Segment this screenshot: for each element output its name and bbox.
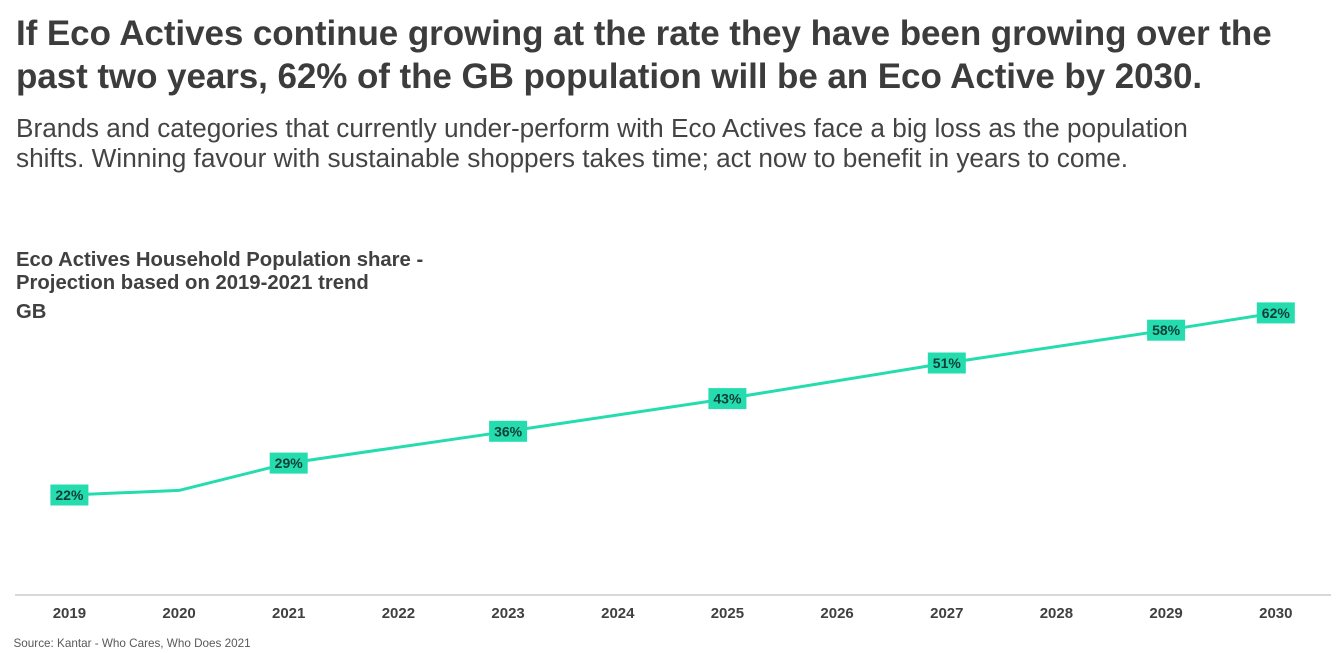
svg-text:22%: 22%: [55, 487, 84, 503]
svg-text:58%: 58%: [1152, 322, 1181, 338]
svg-text:29%: 29%: [275, 455, 304, 471]
svg-text:62%: 62%: [1262, 305, 1291, 321]
svg-text:36%: 36%: [494, 423, 523, 439]
svg-text:43%: 43%: [713, 391, 742, 407]
svg-text:51%: 51%: [933, 355, 962, 371]
